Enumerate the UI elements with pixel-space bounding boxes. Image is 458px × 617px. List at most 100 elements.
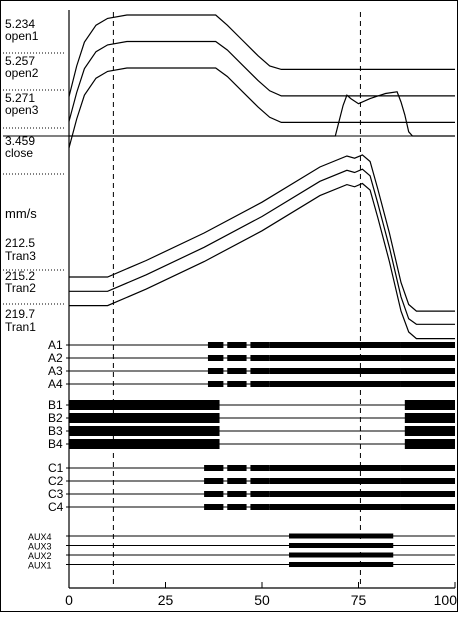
digital-on-bar <box>400 478 455 484</box>
series-value-label: 219.7 <box>5 307 35 321</box>
speed-series-line <box>69 182 455 340</box>
digital-channel-label: AUX1 <box>28 561 52 571</box>
digital-on-bar <box>227 504 247 510</box>
digital-on-bar <box>250 491 270 497</box>
digital-on-bar <box>400 491 455 497</box>
channel-value-label: 5.271 <box>5 91 35 105</box>
digital-channel-label: C2 <box>48 474 64 488</box>
digital-on-bar <box>204 504 224 510</box>
channel-name-label: open2 <box>5 66 39 80</box>
digital-on-bar <box>207 368 224 374</box>
contact-series-line <box>69 91 455 137</box>
digital-channel-label: AUX4 <box>28 532 52 542</box>
x-tick-label: 25 <box>158 592 174 608</box>
digital-on-bar <box>204 491 224 497</box>
digital-channel-label: C3 <box>48 487 64 501</box>
digital-on-bar <box>289 533 394 539</box>
digital-on-bar <box>227 355 247 361</box>
channel-name-label: open1 <box>5 29 39 43</box>
x-axis: 0 25 50 75 100 <box>65 10 457 608</box>
digital-on-bar <box>404 413 455 423</box>
x-tick-label: 75 <box>351 592 367 608</box>
digital-on-bar <box>250 368 270 374</box>
series-name-label: Tran1 <box>5 320 36 334</box>
digital-on-bar <box>250 342 270 348</box>
x-tick-label: 50 <box>254 592 270 608</box>
digital-channel-label: A4 <box>48 377 63 391</box>
digital-on-bar <box>69 413 220 423</box>
x-tick-label: 100 <box>434 592 458 608</box>
digital-on-bar <box>400 504 455 510</box>
digital-channel-label: B3 <box>48 424 63 438</box>
digital-on-bar <box>269 355 401 361</box>
digital-on-bar <box>404 439 455 449</box>
digital-on-bar <box>269 478 401 484</box>
digital-on-bar <box>269 465 401 471</box>
digital-on-bar <box>289 562 394 567</box>
digital-on-bar <box>289 543 394 548</box>
digital-on-bar <box>69 439 220 449</box>
digital-channel-bars <box>66 342 455 567</box>
digital-channel-label: C1 <box>48 461 64 475</box>
digital-channel-label: B2 <box>48 411 63 425</box>
digital-on-bar <box>227 465 247 471</box>
digital-on-bar <box>400 342 455 348</box>
series-name-label: Tran3 <box>5 249 36 263</box>
digital-on-bar <box>204 478 224 484</box>
digital-channel-label: A3 <box>48 364 63 378</box>
digital-on-bar <box>69 400 220 410</box>
x-tick-label: 0 <box>65 592 73 608</box>
digital-on-bar <box>400 355 455 361</box>
channel-name-label: close <box>5 146 33 160</box>
digital-on-bar <box>250 355 270 361</box>
digital-on-bar <box>250 504 270 510</box>
digital-channel-label: B4 <box>48 437 63 451</box>
contact-series-line <box>68 67 455 149</box>
contact-series-line <box>68 14 455 97</box>
channel-value-label: 3.459 <box>5 134 35 148</box>
digital-on-bar <box>207 342 224 348</box>
digital-on-bar <box>250 465 270 471</box>
digital-on-bar <box>207 355 224 361</box>
digital-channel-label: AUX3 <box>28 542 52 552</box>
digital-channel-label: C4 <box>48 500 64 514</box>
digital-on-bar <box>227 381 247 387</box>
digital-on-bar <box>269 368 401 374</box>
digital-on-bar <box>404 400 455 410</box>
channel-value-label: 5.257 <box>5 54 35 68</box>
digital-on-bar <box>250 478 270 484</box>
series-name-label: Tran2 <box>5 281 36 295</box>
digital-on-bar <box>250 381 270 387</box>
digital-on-bar <box>227 368 247 374</box>
digital-on-bar <box>400 465 455 471</box>
digital-on-bar <box>289 552 394 558</box>
digital-on-bar <box>269 342 401 348</box>
digital-channel-label: AUX2 <box>28 551 52 561</box>
digital-on-bar <box>269 504 401 510</box>
digital-on-bar <box>269 491 401 497</box>
digital-on-bar <box>227 342 247 348</box>
channel-value-label: 5.234 <box>5 17 35 31</box>
series-value-label: 212.5 <box>5 236 35 250</box>
series-value-label: 215.2 <box>5 269 35 283</box>
digital-on-bar <box>400 381 455 387</box>
digital-on-bar <box>400 368 455 374</box>
speed-series-line <box>69 154 455 312</box>
units-label: mm/s <box>5 206 37 221</box>
analog-series <box>3 14 455 340</box>
digital-channel-label: A1 <box>48 338 63 352</box>
speed-series-line <box>69 168 455 325</box>
contact-series-line <box>68 40 455 122</box>
cursor-lines <box>112 12 361 588</box>
digital-on-bar <box>404 426 455 436</box>
digital-channel-label: A2 <box>48 351 63 365</box>
digital-channel-label: B1 <box>48 398 63 412</box>
digital-on-bar <box>227 478 247 484</box>
digital-on-bar <box>227 491 247 497</box>
digital-on-bar <box>69 426 220 436</box>
digital-on-bar <box>207 381 224 387</box>
channel-name-label: open3 <box>5 103 39 117</box>
